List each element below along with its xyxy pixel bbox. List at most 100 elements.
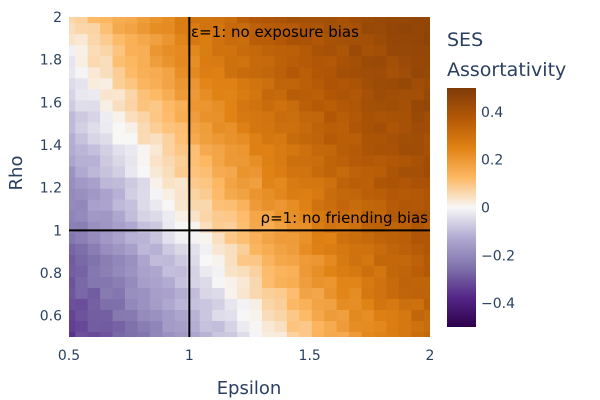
heatmap-cell bbox=[286, 265, 300, 277]
heatmap-cell bbox=[125, 210, 139, 222]
heatmap-cell bbox=[100, 309, 114, 322]
heatmap-cell bbox=[423, 309, 430, 322]
heatmap-cell bbox=[411, 254, 425, 266]
heatmap-cell bbox=[299, 143, 313, 156]
heatmap-cell bbox=[162, 243, 176, 255]
heatmap-cell bbox=[386, 243, 400, 255]
heatmap-cell bbox=[411, 199, 425, 211]
heatmap-cell bbox=[261, 320, 275, 333]
heatmap-cell bbox=[373, 33, 388, 46]
heatmap-cell bbox=[336, 154, 350, 167]
heatmap-cell bbox=[411, 44, 425, 57]
heatmap-cell bbox=[137, 33, 151, 46]
heatmap-cell bbox=[75, 309, 89, 322]
heatmap-cell bbox=[237, 77, 251, 90]
heatmap-cell bbox=[411, 154, 425, 167]
heatmap-cell bbox=[87, 309, 101, 322]
heatmap-cell bbox=[174, 243, 188, 255]
heatmap-cell bbox=[112, 320, 126, 333]
heatmap-cell bbox=[411, 188, 425, 200]
heatmap-cell bbox=[137, 331, 151, 337]
heatmap-cell bbox=[286, 121, 300, 134]
heatmap-cell bbox=[149, 309, 163, 322]
heatmap-cell bbox=[361, 320, 375, 333]
y-tick-label: 1.2 bbox=[40, 181, 62, 197]
heatmap-cell bbox=[199, 33, 213, 46]
heatmap-cell bbox=[100, 88, 114, 101]
heatmap-cell bbox=[237, 276, 251, 288]
heatmap-cell bbox=[224, 210, 238, 222]
heatmap-cell bbox=[423, 99, 430, 112]
heatmap-cell bbox=[336, 254, 350, 266]
heatmap-cell bbox=[224, 44, 238, 57]
heatmap-cell bbox=[361, 55, 375, 68]
heatmap-cell bbox=[261, 44, 275, 57]
heatmap-cell bbox=[112, 66, 126, 79]
heatmap-cell bbox=[336, 121, 350, 134]
heatmap-cell bbox=[187, 210, 201, 222]
heatmap-cell bbox=[187, 154, 201, 167]
heatmap-cell bbox=[336, 110, 350, 123]
heatmap-cell bbox=[386, 309, 400, 322]
heatmap-cell bbox=[199, 55, 213, 68]
heatmap-cell bbox=[112, 309, 126, 322]
heatmap-cell bbox=[125, 17, 139, 24]
heatmap-cell bbox=[75, 221, 89, 233]
heatmap-cell bbox=[69, 331, 76, 337]
heatmap-cell bbox=[69, 33, 76, 46]
heatmap-cell bbox=[125, 320, 139, 333]
heatmap-cell bbox=[137, 66, 151, 79]
heatmap-cell bbox=[411, 232, 425, 244]
heatmap-cell bbox=[100, 17, 114, 24]
heatmap-cell bbox=[261, 17, 275, 24]
heatmap-cell bbox=[212, 66, 226, 79]
heatmap-cell bbox=[311, 44, 325, 57]
heatmap-cell bbox=[162, 132, 176, 145]
heatmap-cell bbox=[336, 320, 350, 333]
heatmap-cell bbox=[361, 88, 375, 101]
heatmap-cell bbox=[423, 210, 430, 222]
heatmap-cell bbox=[100, 143, 114, 156]
heatmap-cell bbox=[349, 298, 363, 311]
heatmap-cell bbox=[349, 121, 363, 134]
heatmap-cell bbox=[224, 22, 238, 35]
heatmap-cell bbox=[423, 298, 430, 311]
heatmap-cell bbox=[137, 276, 151, 288]
heatmap-cell bbox=[149, 17, 163, 24]
heatmap-cell bbox=[112, 199, 126, 211]
heatmap-cell bbox=[361, 132, 375, 145]
heatmap-cell bbox=[398, 33, 412, 46]
heatmap-cell bbox=[125, 44, 139, 57]
heatmap-cell bbox=[162, 55, 176, 68]
heatmap-cell bbox=[386, 132, 400, 145]
heatmap-cell bbox=[299, 99, 313, 112]
heatmap-cell bbox=[199, 77, 213, 90]
heatmap-cell bbox=[261, 33, 275, 46]
heatmap-cell bbox=[149, 165, 163, 178]
heatmap-cell bbox=[125, 188, 139, 200]
heatmap-cell bbox=[386, 143, 400, 156]
heatmap-cell bbox=[224, 99, 238, 112]
heatmap-cell bbox=[75, 320, 89, 333]
heatmap-cell bbox=[112, 121, 126, 134]
heatmap-cell bbox=[286, 188, 300, 200]
heatmap-cell bbox=[398, 177, 412, 189]
heatmap-cell bbox=[174, 287, 188, 299]
heatmap-cell bbox=[386, 66, 400, 79]
heatmap-cell bbox=[174, 143, 188, 156]
heatmap-cell bbox=[112, 287, 126, 299]
heatmap-cell bbox=[386, 22, 400, 35]
x-axis-ticks: 0.5 1 1.5 2 bbox=[58, 348, 435, 364]
heatmap-cell bbox=[411, 165, 425, 178]
heatmap-cell bbox=[199, 254, 213, 266]
heatmap-cell bbox=[286, 33, 300, 46]
heatmap-cell bbox=[311, 177, 325, 189]
heatmap-cell bbox=[237, 110, 251, 123]
heatmap-cell bbox=[361, 287, 375, 299]
heatmap-cell bbox=[87, 331, 101, 337]
heatmap-cell bbox=[187, 121, 201, 134]
heatmap-cell bbox=[423, 132, 430, 145]
heatmap-cell bbox=[299, 232, 313, 244]
heatmap-cell bbox=[137, 99, 151, 112]
heatmap-cell bbox=[69, 287, 76, 299]
